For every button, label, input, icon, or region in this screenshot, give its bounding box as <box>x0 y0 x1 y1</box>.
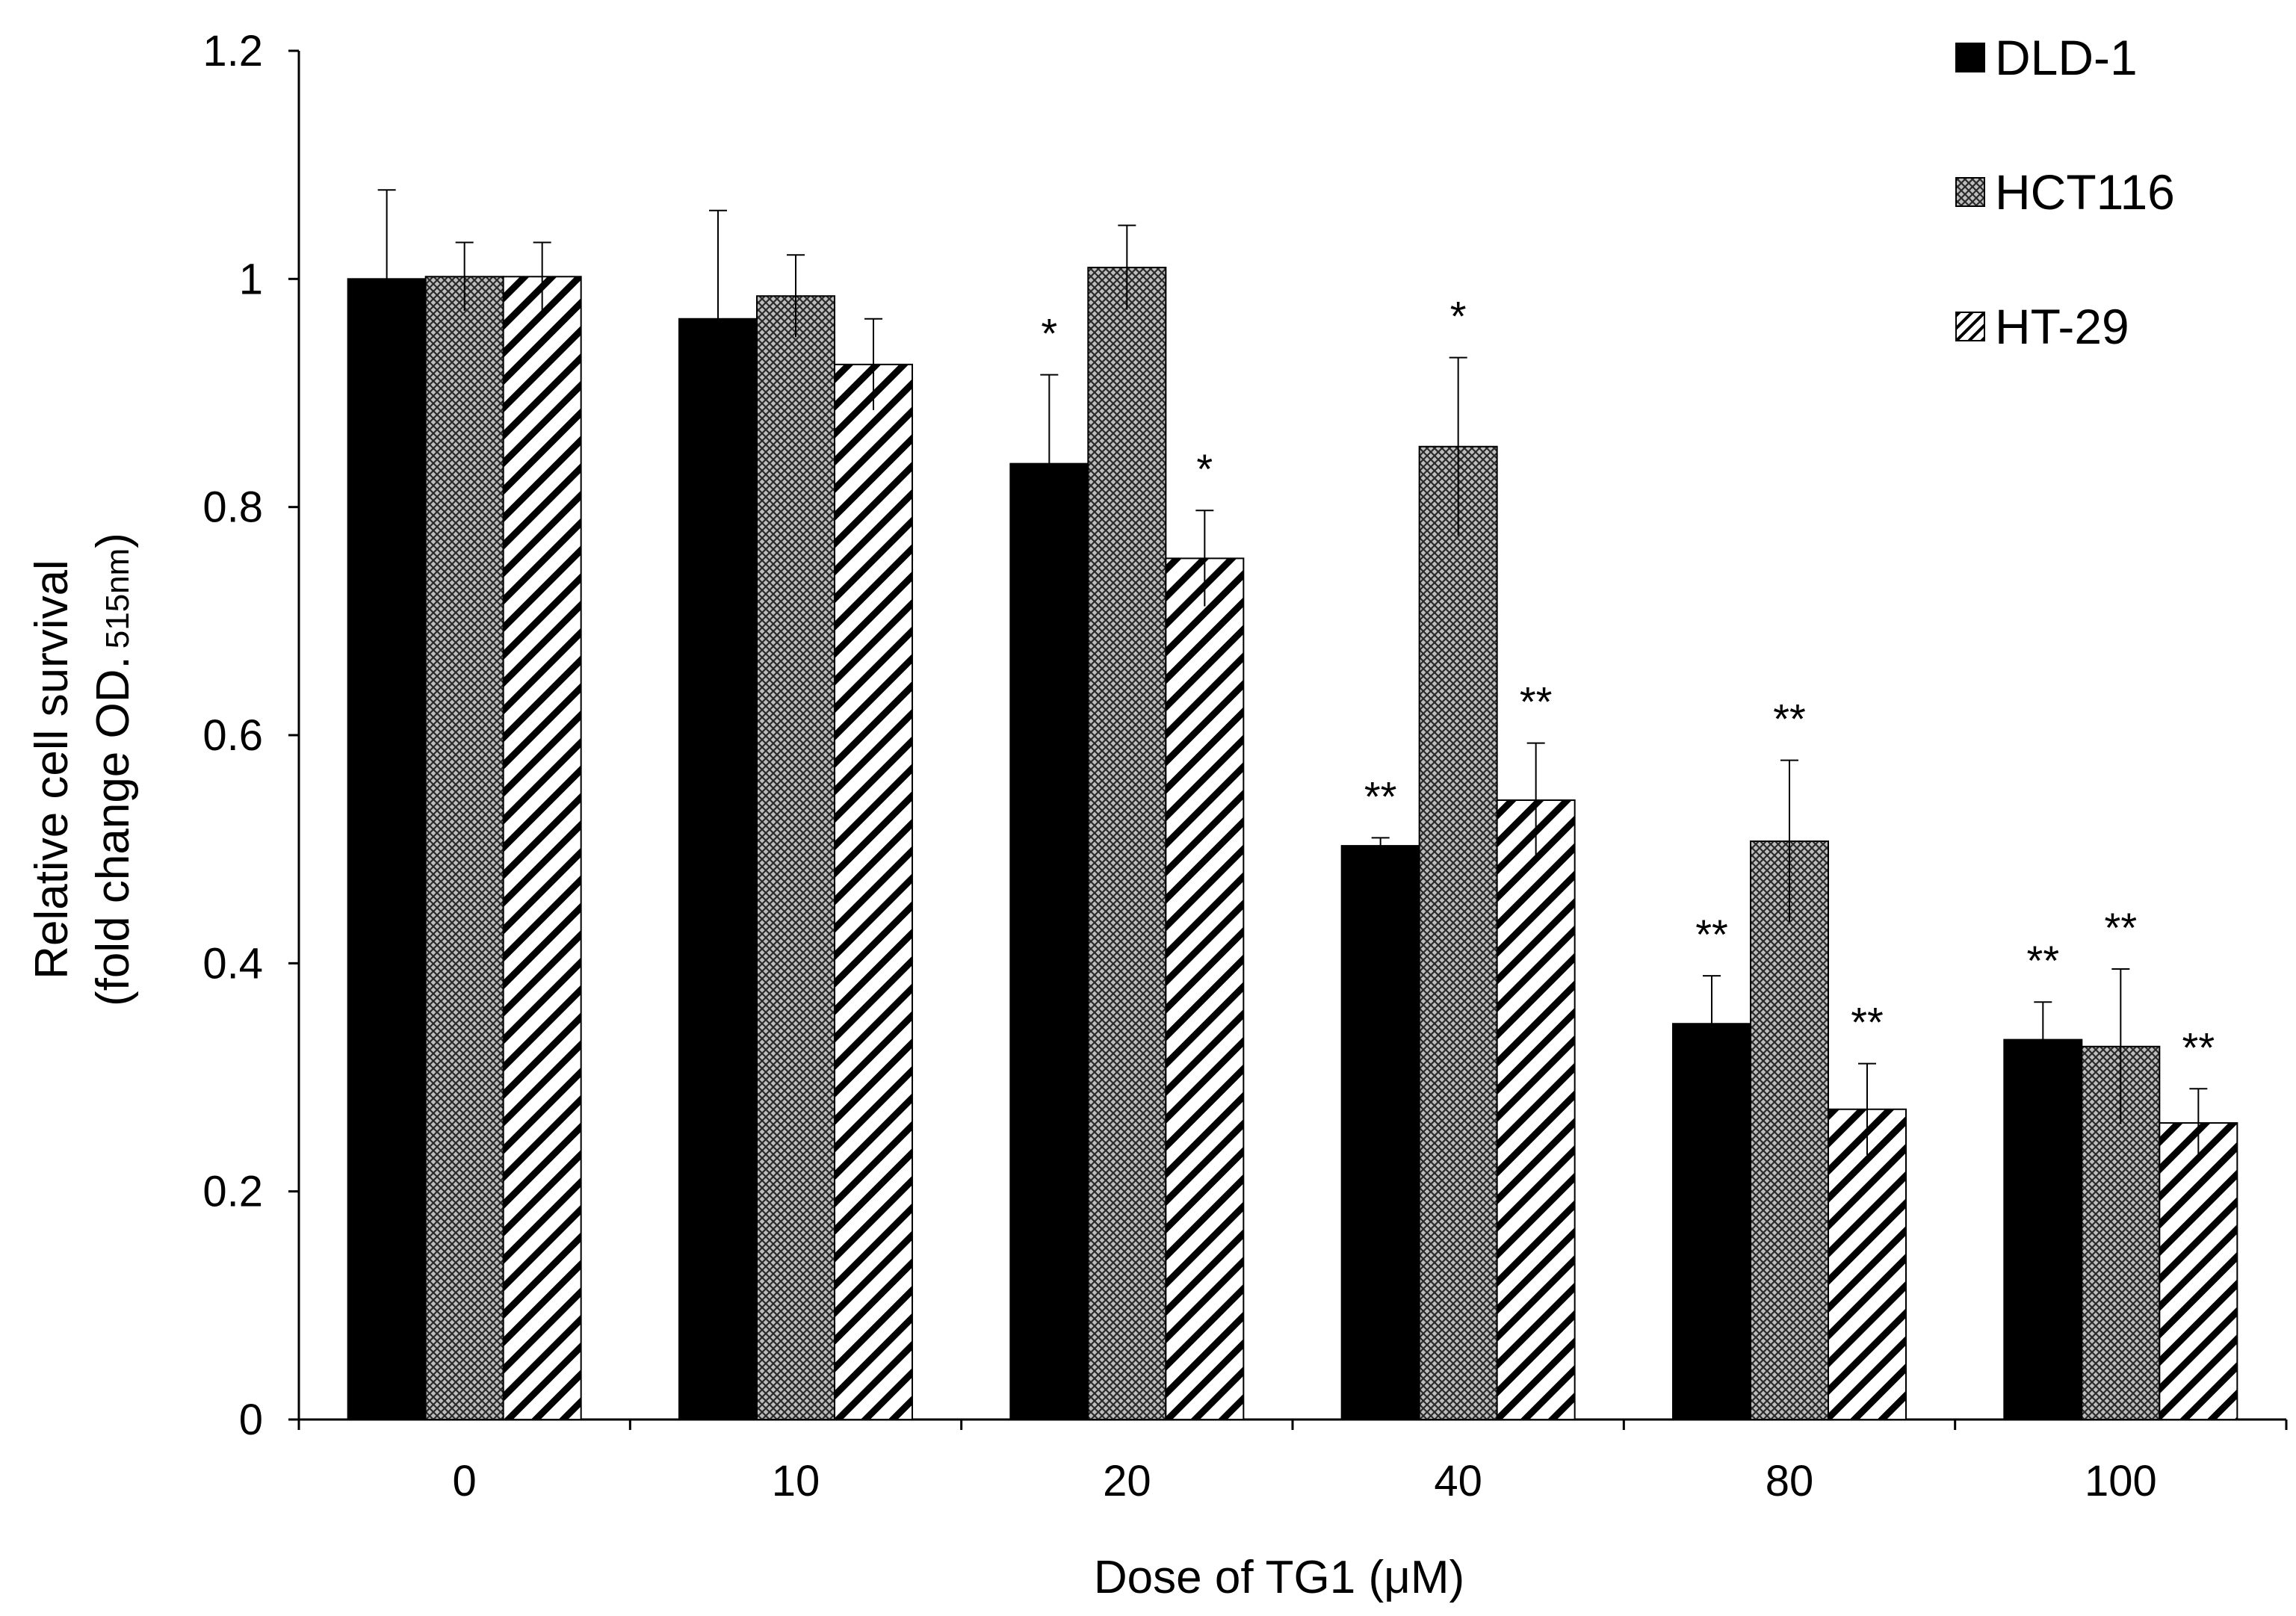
y-tick-label: 0.8 <box>202 483 263 532</box>
y-axis-title-line2: (fold change OD. 515nm) <box>87 533 139 1006</box>
error-bars-layer <box>377 189 2208 1157</box>
bar-hct116-20 <box>1087 267 1167 1421</box>
significance-marker: ** <box>1851 999 1884 1046</box>
significance-marker: ** <box>1520 678 1553 725</box>
bar-dld-1-40 <box>1340 845 1420 1420</box>
significance-layer: ******************* <box>1041 293 2215 1071</box>
y-tick-label: 0.2 <box>202 1168 263 1216</box>
bar-ht-29-100 <box>2159 1122 2238 1420</box>
x-tick-label: 20 <box>1103 1457 1151 1505</box>
bar-ht-29-40 <box>1496 799 1576 1420</box>
y-tick-label: 0.6 <box>202 711 263 760</box>
significance-marker: ** <box>1773 696 1806 743</box>
bar-hct116-0 <box>424 276 504 1420</box>
y-tick-label: 1.2 <box>202 27 263 75</box>
bar-hct116-80 <box>1750 840 1829 1420</box>
y-axis-title-line1: Relative cell survival <box>26 560 78 979</box>
x-tick-label: 80 <box>1766 1457 1814 1505</box>
legend-label-dld-1: DLD-1 <box>1995 30 2138 85</box>
x-tick-label: 40 <box>1434 1457 1482 1505</box>
bar-ht-29-80 <box>1828 1108 1907 1421</box>
y-tick-label: 1 <box>239 255 263 303</box>
legend-swatch-dld-1 <box>1955 43 1985 72</box>
legend-swatch-ht-29 <box>1955 312 1985 341</box>
x-tick-label: 10 <box>772 1457 820 1505</box>
y-tick-label: 0.4 <box>202 939 263 988</box>
legend-label-hct116: HCT116 <box>1995 164 2175 220</box>
legend-swatch-hct116 <box>1955 177 1985 207</box>
axes-layer <box>288 49 2288 1430</box>
significance-marker: ** <box>1364 773 1397 820</box>
significance-marker: ** <box>2027 937 2060 984</box>
bar-ht-29-20 <box>1165 557 1245 1420</box>
y-axis-title-end: ) <box>87 533 139 548</box>
labels-layer: 0 0.2 0.4 0.6 0.8 1 1.2 0 10 20 40 80 100 <box>202 27 2156 1505</box>
significance-marker: ** <box>2105 904 2138 951</box>
x-tick-label: 0 <box>453 1457 477 1505</box>
x-axis-title: Dose of TG1 (μM) <box>1094 1552 1464 1603</box>
significance-marker: * <box>1196 445 1213 492</box>
y-axis-title: Relative cell survival (fold change OD. 5… <box>26 533 139 1006</box>
significance-marker: * <box>1041 310 1057 357</box>
bar-ht-29-0 <box>502 276 582 1420</box>
bar-ht-29-10 <box>834 363 913 1420</box>
x-tick-label: 100 <box>2085 1457 2157 1505</box>
bar-hct116-40 <box>1418 445 1498 1421</box>
significance-marker: * <box>1450 293 1467 340</box>
bar-dld-1-80 <box>1672 1023 1751 1421</box>
bar-dld-1-0 <box>347 278 427 1420</box>
significance-marker: ** <box>1695 911 1728 958</box>
bar-dld-1-100 <box>2003 1038 2083 1420</box>
y-axis-title-main: (fold change OD. <box>87 656 139 1006</box>
y-tick-label: 0 <box>239 1396 263 1444</box>
y-axis-title-sub: 515nm <box>99 548 136 649</box>
bars-layer <box>347 267 2238 1421</box>
significance-marker: ** <box>2182 1024 2215 1071</box>
bar-hct116-10 <box>756 295 835 1421</box>
bar-dld-1-10 <box>678 318 758 1420</box>
legend: DLD-1 HCT116 HT-29 <box>1955 30 2175 354</box>
legend-label-ht-29: HT-29 <box>1995 299 2129 354</box>
bar-dld-1-20 <box>1009 462 1089 1420</box>
